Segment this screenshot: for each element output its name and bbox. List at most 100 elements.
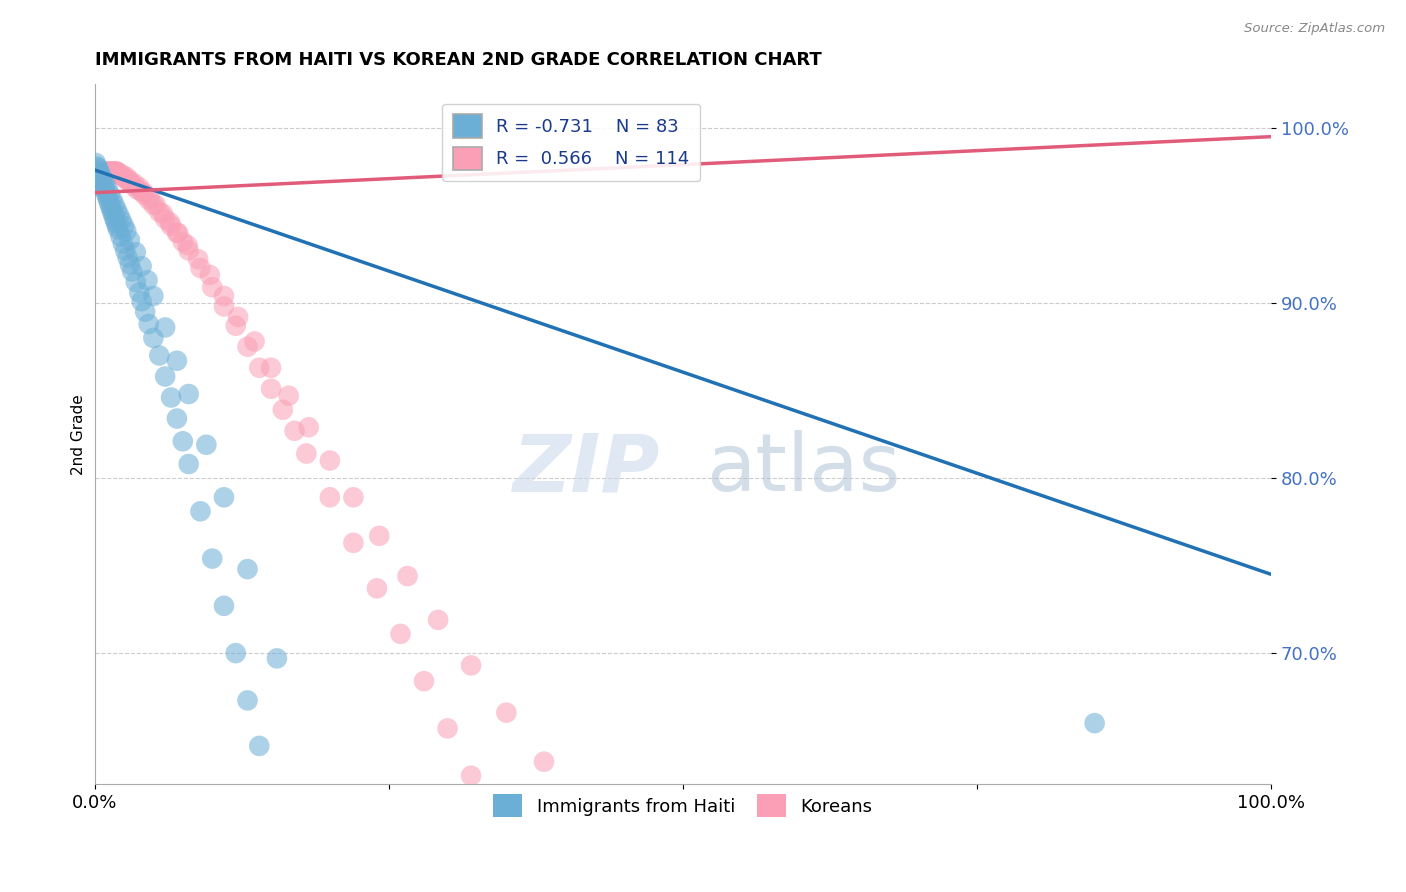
Point — [142, 198, 165, 212]
Point — [436, 722, 458, 736]
Point — [153, 320, 176, 334]
Point — [277, 389, 299, 403]
Point — [166, 353, 188, 368]
Point — [103, 164, 125, 178]
Point — [84, 178, 107, 193]
Text: IMMIGRANTS FROM HAITI VS KOREAN 2ND GRADE CORRELATION CHART: IMMIGRANTS FROM HAITI VS KOREAN 2ND GRAD… — [94, 51, 821, 69]
Point — [84, 175, 107, 189]
Point — [100, 164, 122, 178]
Point — [167, 226, 190, 240]
Point — [87, 173, 110, 187]
Point — [103, 198, 125, 212]
Point — [105, 164, 128, 178]
Point — [396, 569, 419, 583]
Point — [366, 582, 388, 596]
Point — [190, 260, 212, 275]
Point — [97, 164, 120, 178]
Point — [142, 289, 165, 303]
Point — [138, 193, 160, 207]
Point — [91, 177, 114, 191]
Point — [247, 739, 270, 753]
Point — [122, 178, 145, 193]
Point — [225, 318, 247, 333]
Point — [271, 402, 294, 417]
Point — [134, 304, 156, 318]
Point — [226, 310, 249, 324]
Point — [129, 184, 152, 198]
Point — [101, 193, 124, 207]
Point — [107, 166, 129, 180]
Point — [172, 235, 194, 249]
Point — [148, 205, 170, 219]
Point — [89, 169, 111, 184]
Point — [225, 646, 247, 660]
Point — [86, 160, 108, 174]
Point — [495, 706, 517, 720]
Point — [201, 280, 224, 294]
Legend: Immigrants from Haiti, Koreans: Immigrants from Haiti, Koreans — [486, 787, 879, 824]
Point — [118, 257, 141, 271]
Point — [260, 382, 283, 396]
Point — [114, 171, 136, 186]
Point — [103, 164, 125, 178]
Point — [177, 457, 200, 471]
Point — [112, 219, 135, 233]
Point — [94, 166, 117, 180]
Point — [94, 166, 117, 180]
Point — [142, 331, 165, 345]
Point — [97, 194, 120, 209]
Point — [117, 173, 139, 187]
Point — [295, 446, 318, 460]
Point — [111, 168, 134, 182]
Point — [266, 651, 288, 665]
Point — [160, 391, 183, 405]
Point — [98, 164, 121, 178]
Point — [115, 169, 138, 184]
Point — [124, 177, 146, 191]
Point — [89, 166, 111, 180]
Point — [389, 627, 412, 641]
Point — [172, 434, 194, 449]
Point — [108, 209, 131, 223]
Point — [96, 182, 118, 196]
Point — [105, 203, 128, 218]
Point — [125, 245, 148, 260]
Point — [89, 169, 111, 184]
Point — [460, 769, 482, 783]
Point — [125, 182, 148, 196]
Point — [212, 300, 235, 314]
Point — [98, 187, 121, 202]
Point — [104, 215, 127, 229]
Point — [96, 191, 118, 205]
Point — [413, 674, 436, 689]
Point — [212, 491, 235, 505]
Point — [145, 198, 167, 212]
Point — [319, 453, 342, 467]
Point — [166, 411, 188, 425]
Point — [176, 238, 198, 252]
Point — [91, 171, 114, 186]
Point — [117, 251, 139, 265]
Point — [236, 562, 259, 576]
Point — [90, 173, 112, 187]
Point — [236, 693, 259, 707]
Point — [104, 164, 127, 178]
Point — [342, 536, 364, 550]
Point — [108, 166, 131, 180]
Point — [111, 236, 134, 251]
Point — [177, 244, 200, 258]
Point — [93, 168, 115, 182]
Text: Source: ZipAtlas.com: Source: ZipAtlas.com — [1244, 22, 1385, 36]
Point — [94, 177, 117, 191]
Point — [103, 164, 125, 178]
Point — [87, 161, 110, 176]
Point — [243, 334, 266, 349]
Point — [103, 211, 125, 226]
Point — [177, 387, 200, 401]
Point — [118, 233, 141, 247]
Point — [298, 420, 321, 434]
Point — [132, 186, 155, 200]
Text: ZIP: ZIP — [512, 430, 659, 508]
Point — [212, 599, 235, 613]
Point — [131, 259, 153, 273]
